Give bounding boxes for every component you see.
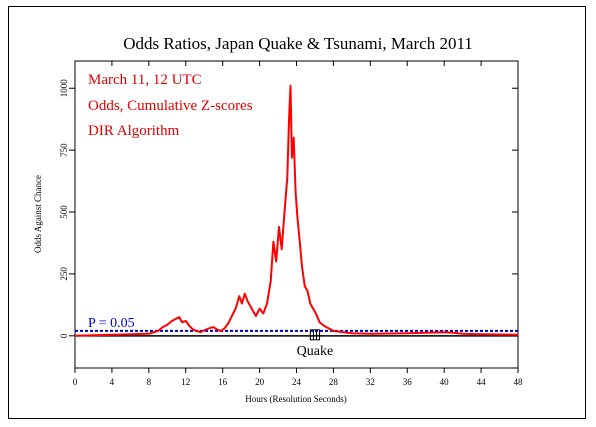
x-tick-label: 12 xyxy=(181,377,190,387)
x-axis-label: Hours (Resolution Seconds) xyxy=(245,394,347,404)
y-axis-label: Odds Against Chance xyxy=(33,175,43,253)
quake-marker-box xyxy=(309,329,321,341)
quake-marker xyxy=(309,329,321,341)
x-tick-label: 20 xyxy=(255,377,265,387)
y-tick-label: 1000 xyxy=(59,79,69,98)
x-tick-label: 16 xyxy=(218,377,228,387)
x-tick-label: 0 xyxy=(73,377,78,387)
p05-threshold-label: P = 0.05 xyxy=(88,316,135,331)
annotation-group: March 11, 12 UTC Odds, Cumulative Z-scor… xyxy=(88,72,253,139)
x-tick-label: 32 xyxy=(366,377,375,387)
odds-series-line xyxy=(74,84,519,337)
y-tick-label: 750 xyxy=(59,143,69,157)
annotation-method: Odds, Cumulative Z-scores xyxy=(88,98,253,114)
y-tick-label: 250 xyxy=(59,267,69,281)
chart-title: Odds Ratios, Japan Quake & Tsunami, Marc… xyxy=(123,34,473,53)
x-tick-label: 36 xyxy=(403,377,413,387)
y-tick-label: 500 xyxy=(59,205,69,219)
x-axis-ticks: 0 4 8 12 16 20 24 28 32 36 40 44 48 xyxy=(73,61,523,387)
x-tick-label: 48 xyxy=(514,377,524,387)
x-tick-label: 40 xyxy=(440,377,450,387)
x-tick-label: 24 xyxy=(292,377,302,387)
x-tick-label: 44 xyxy=(477,377,487,387)
x-tick-label: 8 xyxy=(147,377,152,387)
y-tick-label: 0 xyxy=(59,333,69,338)
quake-label: Quake xyxy=(297,344,334,359)
x-tick-label: 28 xyxy=(329,377,339,387)
annotation-algorithm: DIR Algorithm xyxy=(88,123,180,139)
annotation-date: March 11, 12 UTC xyxy=(88,72,202,88)
x-tick-label: 4 xyxy=(110,377,115,387)
